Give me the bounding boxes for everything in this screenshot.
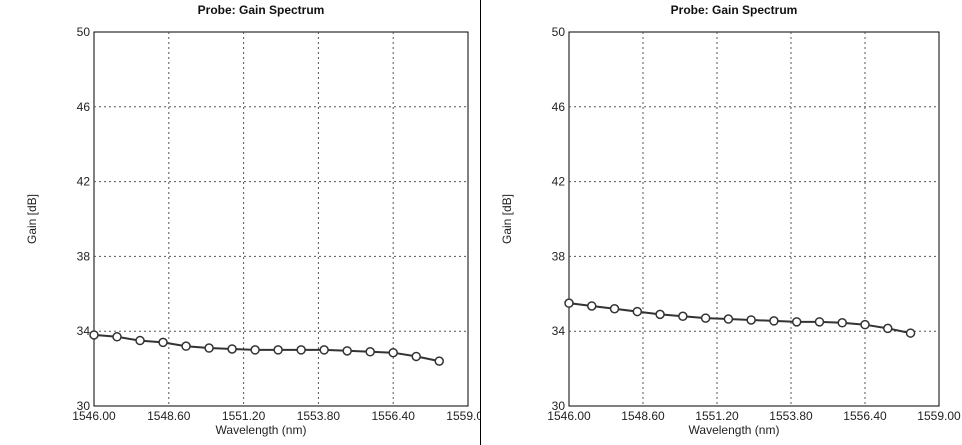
data-point — [791, 317, 802, 327]
data-point — [365, 347, 375, 357]
y-tick-label: 30 — [552, 399, 566, 413]
data-point — [388, 347, 398, 358]
data-point — [837, 318, 847, 328]
y-tick-label: 46 — [552, 100, 566, 114]
x-tick-label: 1551.20 — [695, 409, 739, 423]
y-tick-label: 46 — [77, 100, 91, 114]
data-point — [814, 317, 825, 327]
data-point — [342, 346, 352, 356]
plot-area — [568, 31, 940, 407]
y-tick-label: 42 — [77, 175, 91, 189]
series-line — [568, 302, 911, 335]
x-tick-label: 1553.80 — [769, 409, 813, 423]
x-tick-label: 1556.40 — [843, 409, 887, 423]
data-point — [204, 343, 214, 353]
data-point — [700, 313, 711, 323]
y-axis-label: Gain [dB] — [25, 194, 39, 244]
x-tick-label: 1553.80 — [297, 409, 341, 423]
data-point — [905, 328, 916, 338]
data-point — [434, 356, 444, 366]
y-tick-label: 38 — [552, 249, 566, 263]
data-point — [587, 301, 597, 311]
y-tick-label: 34 — [552, 324, 566, 338]
x-tick-label: 1556.40 — [372, 409, 416, 423]
x-tick-label: 1559.00 — [917, 409, 961, 423]
data-point — [296, 345, 306, 355]
x-tick-label: 1551.20 — [222, 409, 266, 423]
data-point — [250, 345, 260, 355]
data-point — [678, 311, 688, 321]
chart-panel-right: Probe: Gain Spectrum 1546.00 1548.60 1551.2… — [481, 0, 962, 445]
data-point — [564, 298, 574, 308]
data-point — [181, 341, 191, 351]
data-point — [655, 309, 665, 320]
data-point — [411, 351, 421, 362]
data-point — [135, 335, 145, 346]
x-tick-label: 1546.00 — [547, 409, 591, 423]
x-tick-label: 1559.00 — [446, 409, 480, 423]
series-line — [93, 333, 440, 363]
data-point — [632, 306, 643, 317]
chart-title: Probe: Gain Spectrum — [198, 3, 325, 17]
y-tick-label: 50 — [552, 25, 566, 39]
data-point — [158, 337, 168, 348]
data-point — [319, 345, 329, 355]
chart-panel-left: Probe: Gain Spectrum 1546.00 1548.60 1551.2… — [25, 0, 481, 445]
y-axis-label: Gain [dB] — [500, 194, 514, 244]
data-point — [112, 332, 122, 342]
data-point — [723, 314, 734, 324]
data-point — [273, 345, 283, 355]
gain-spectrum-chart-left: Probe: Gain Spectrum 1546.00 1548.60 1551.2… — [25, 3, 480, 437]
y-tick-label: 38 — [77, 249, 91, 263]
y-tick-label: 42 — [552, 175, 566, 189]
y-tick-label: 34 — [77, 324, 91, 338]
y-tick-label: 30 — [77, 399, 91, 413]
x-tick-label: 1546.00 — [72, 409, 116, 423]
data-point — [860, 319, 870, 330]
data-point — [746, 315, 756, 325]
data-point — [769, 316, 779, 326]
x-tick-label: 1548.60 — [621, 409, 665, 423]
data-point — [609, 304, 620, 314]
plot-area — [93, 31, 469, 407]
x-tick-label: 1548.60 — [147, 409, 191, 423]
data-point — [89, 330, 99, 340]
x-axis-label: Wavelength (nm) — [216, 423, 307, 437]
data-point — [883, 323, 893, 334]
data-point — [227, 344, 237, 354]
gain-spectrum-chart-right: Probe: Gain Spectrum 1546.00 1548.60 1551.2… — [500, 3, 961, 437]
chart-title: Probe: Gain Spectrum — [671, 3, 798, 17]
y-tick-label: 50 — [77, 25, 91, 39]
x-axis-label: Wavelength (nm) — [689, 423, 780, 437]
